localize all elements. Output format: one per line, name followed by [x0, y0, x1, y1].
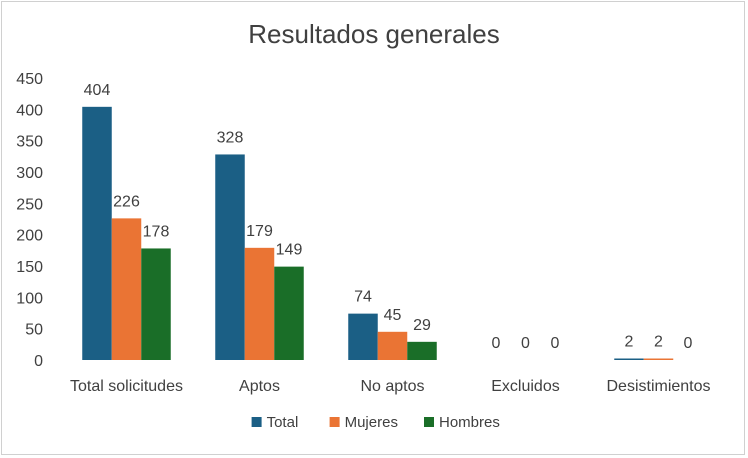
bar-mujeres-1 [244, 247, 275, 360]
chart-title: Resultados generales [248, 19, 500, 49]
data-label: 179 [246, 223, 273, 240]
x-tick-label: No aptos [360, 378, 424, 395]
legend-label-hombres: Hombres [439, 414, 500, 431]
bar-hombres-1 [274, 266, 304, 360]
data-label: 0 [684, 335, 693, 352]
legend: Total Mujeres Hombres [251, 414, 500, 431]
y-tick-label: 50 [25, 322, 43, 339]
y-axis: 0 50 100 150 200 250 300 350 400 450 [16, 71, 43, 370]
y-tick-label: 450 [16, 71, 43, 88]
legend-swatch-mujeres [329, 417, 340, 427]
y-tick-label: 350 [16, 134, 43, 151]
bar-hombres-2 [407, 341, 437, 360]
data-label: 74 [354, 289, 372, 306]
x-tick-label: Desistimientos [606, 378, 710, 395]
y-tick-label: 0 [34, 353, 43, 370]
y-tick-label: 400 [16, 102, 43, 119]
y-tick-label: 150 [16, 259, 43, 276]
bar-total-4 [614, 358, 644, 360]
bar-mujeres-0 [111, 218, 142, 360]
y-tick-label: 100 [16, 290, 43, 307]
data-label: 226 [113, 193, 140, 210]
bar-mujeres-2 [377, 331, 408, 360]
y-tick-label: 250 [16, 196, 43, 213]
data-label: 0 [521, 335, 530, 352]
x-tick-label: Aptos [239, 378, 280, 395]
legend-swatch-hombres [424, 417, 434, 427]
data-label: 45 [384, 307, 402, 324]
bar-hombres-0 [141, 248, 171, 360]
data-label: 404 [84, 82, 111, 99]
data-label: 2 [654, 334, 663, 351]
bar-total-1 [215, 154, 245, 360]
data-label: 149 [276, 242, 303, 259]
data-label: 328 [217, 129, 244, 146]
y-tick-label: 300 [16, 165, 43, 182]
bars [82, 106, 674, 361]
x-tick-label: Excluidos [491, 378, 559, 395]
x-axis: Total solicitudes Aptos No aptos Excluidos D… [70, 378, 710, 395]
bar-total-2 [348, 313, 378, 360]
x-tick-label: Total solicitudes [70, 378, 183, 395]
data-label: 0 [551, 335, 560, 352]
bar-mujeres-4 [643, 358, 674, 360]
data-label: 29 [413, 317, 431, 334]
legend-label-total: Total [267, 414, 299, 431]
data-label: 2 [625, 334, 634, 351]
data-label: 178 [143, 223, 170, 240]
data-label: 0 [492, 335, 501, 352]
y-tick-label: 200 [16, 228, 43, 245]
bar-total-0 [82, 106, 112, 361]
legend-label-mujeres: Mujeres [345, 414, 398, 431]
legend-swatch-total [251, 417, 262, 427]
